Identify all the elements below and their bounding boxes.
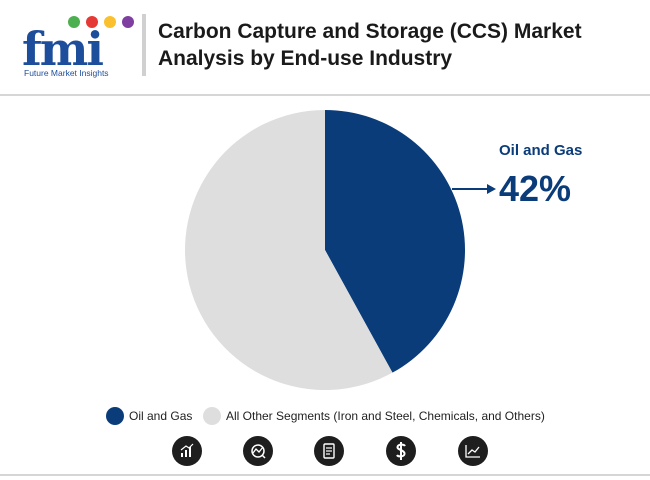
footer-rule [0, 474, 650, 476]
report-document-icon [314, 436, 344, 466]
logo-dot [68, 16, 80, 28]
footer-icon-row [0, 436, 650, 470]
logo-caption: Future Market Insights [24, 68, 109, 78]
header: fmi Future Market Insights Carbon Captur… [0, 0, 650, 92]
callout-arrowhead-icon [487, 184, 496, 194]
logo-wordmark: fmi [22, 22, 104, 76]
pie-slice-oil-and-gas [325, 110, 465, 373]
bar-growth-icon [172, 436, 202, 466]
logo-dot [86, 16, 98, 28]
logo-dots-icon [68, 16, 134, 28]
callout-value: 42% [499, 168, 572, 209]
legend-swatch [106, 407, 124, 425]
chart-title: Carbon Capture and Storage (CCS) Market … [158, 20, 582, 70]
legend-item-all-other-segments: All Other Segments (Iron and Steel, Chem… [203, 406, 545, 426]
legend-item-oil-and-gas: Oil and Gas [106, 406, 192, 426]
trend-chart-icon [458, 436, 488, 466]
fmi-logo: fmi Future Market Insights [22, 12, 134, 78]
pie-slice-all-other-segments [184, 110, 393, 390]
dollar-icon [386, 436, 416, 466]
pie-chart [184, 110, 496, 390]
header-rule [0, 94, 650, 96]
analysis-gauge-icon [243, 436, 273, 466]
legend-label: Oil and Gas [129, 409, 193, 423]
logo-dot [104, 16, 116, 28]
legend: Oil and Gas All Other Segments (Iron and… [0, 406, 650, 426]
legend-swatch [203, 407, 221, 425]
callout-label: Oil and Gas [499, 142, 583, 159]
legend-label: All Other Segments (Iron and Steel, Chem… [226, 409, 545, 423]
logo-dot [122, 16, 134, 28]
header-divider [142, 14, 146, 76]
